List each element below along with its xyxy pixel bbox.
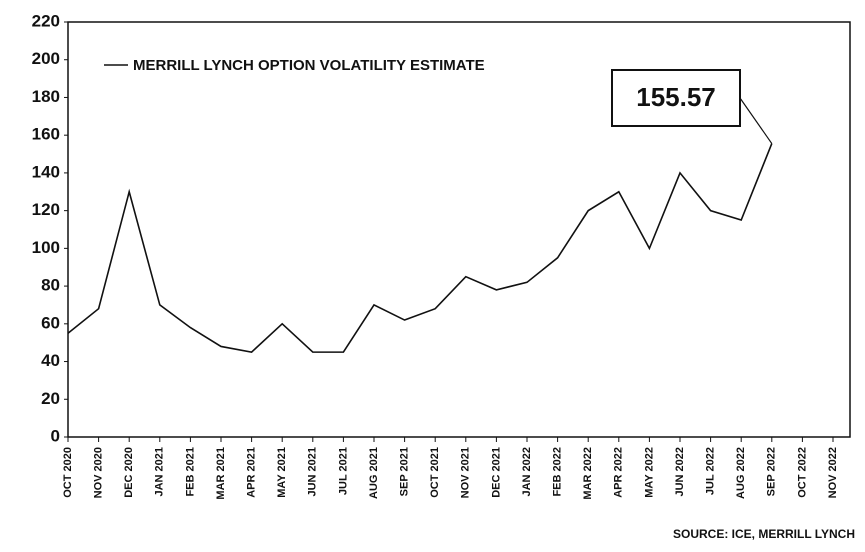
y-tick-label: 200 xyxy=(32,49,60,68)
y-tick-label: 160 xyxy=(32,125,60,144)
x-tick-label: JAN 2021 xyxy=(154,447,166,497)
x-tick-label: NOV 2020 xyxy=(93,447,105,498)
y-tick-label: 80 xyxy=(41,276,60,295)
legend-label: MERRILL LYNCH OPTION VOLATILITY ESTIMATE xyxy=(133,57,485,74)
x-tick-label: MAY 2021 xyxy=(276,447,288,498)
plot-frame xyxy=(67,21,851,438)
source: SOURCE: ICE, MERRILL LYNCH xyxy=(673,527,855,541)
callout-box xyxy=(611,69,741,127)
callout-arrow xyxy=(739,97,773,144)
x-tick-label: MAY 2022 xyxy=(643,447,655,498)
x-tick-label: AUG 2022 xyxy=(735,447,747,499)
y-tick-label: 20 xyxy=(41,389,60,408)
value-label: 155.57 xyxy=(636,82,716,112)
x-tick-label: DEC 2020 xyxy=(123,447,135,498)
y-tick-label: 180 xyxy=(32,87,60,106)
x-tick-label: OCT 2022 xyxy=(796,447,808,498)
x-tick-label: AUG 2021 xyxy=(368,447,380,499)
x-tick-label: APR 2021 xyxy=(246,447,258,498)
y-tick-label: 100 xyxy=(32,238,60,257)
x-tick-label: FEB 2022 xyxy=(552,447,564,497)
x-tick-label: JAN 2022 xyxy=(521,447,533,497)
data-line xyxy=(67,143,773,353)
y-tick-label: 140 xyxy=(32,162,60,181)
y-tick-label: 120 xyxy=(32,200,60,219)
x-tick-label: NOV 2022 xyxy=(827,447,839,498)
y-tick-label: 220 xyxy=(32,11,60,30)
x-tick-label: NOV 2021 xyxy=(460,447,472,498)
x-tick-label: JUN 2021 xyxy=(307,447,319,497)
x-tick-label: JUL 2022 xyxy=(705,447,717,495)
x-tick-label: OCT 2020 xyxy=(62,447,74,498)
y-tick-label: 60 xyxy=(41,313,60,332)
x-tick-label: OCT 2021 xyxy=(429,447,441,498)
y-tick-label: 0 xyxy=(51,426,60,445)
x-tick-label: MAR 2022 xyxy=(582,447,594,500)
x-tick-label: FEB 2021 xyxy=(184,447,196,497)
x-tick-label: MAR 2021 xyxy=(215,447,227,500)
x-tick-label: SEP 2022 xyxy=(766,447,778,496)
x-tick-label: JUL 2021 xyxy=(337,447,349,495)
x-tick-label: JUN 2022 xyxy=(674,447,686,497)
x-tick-label: SEP 2021 xyxy=(399,447,411,496)
x-tick-label: APR 2022 xyxy=(613,447,625,498)
x-tick-label: DEC 2021 xyxy=(490,447,502,498)
y-tick-label: 40 xyxy=(41,351,60,370)
